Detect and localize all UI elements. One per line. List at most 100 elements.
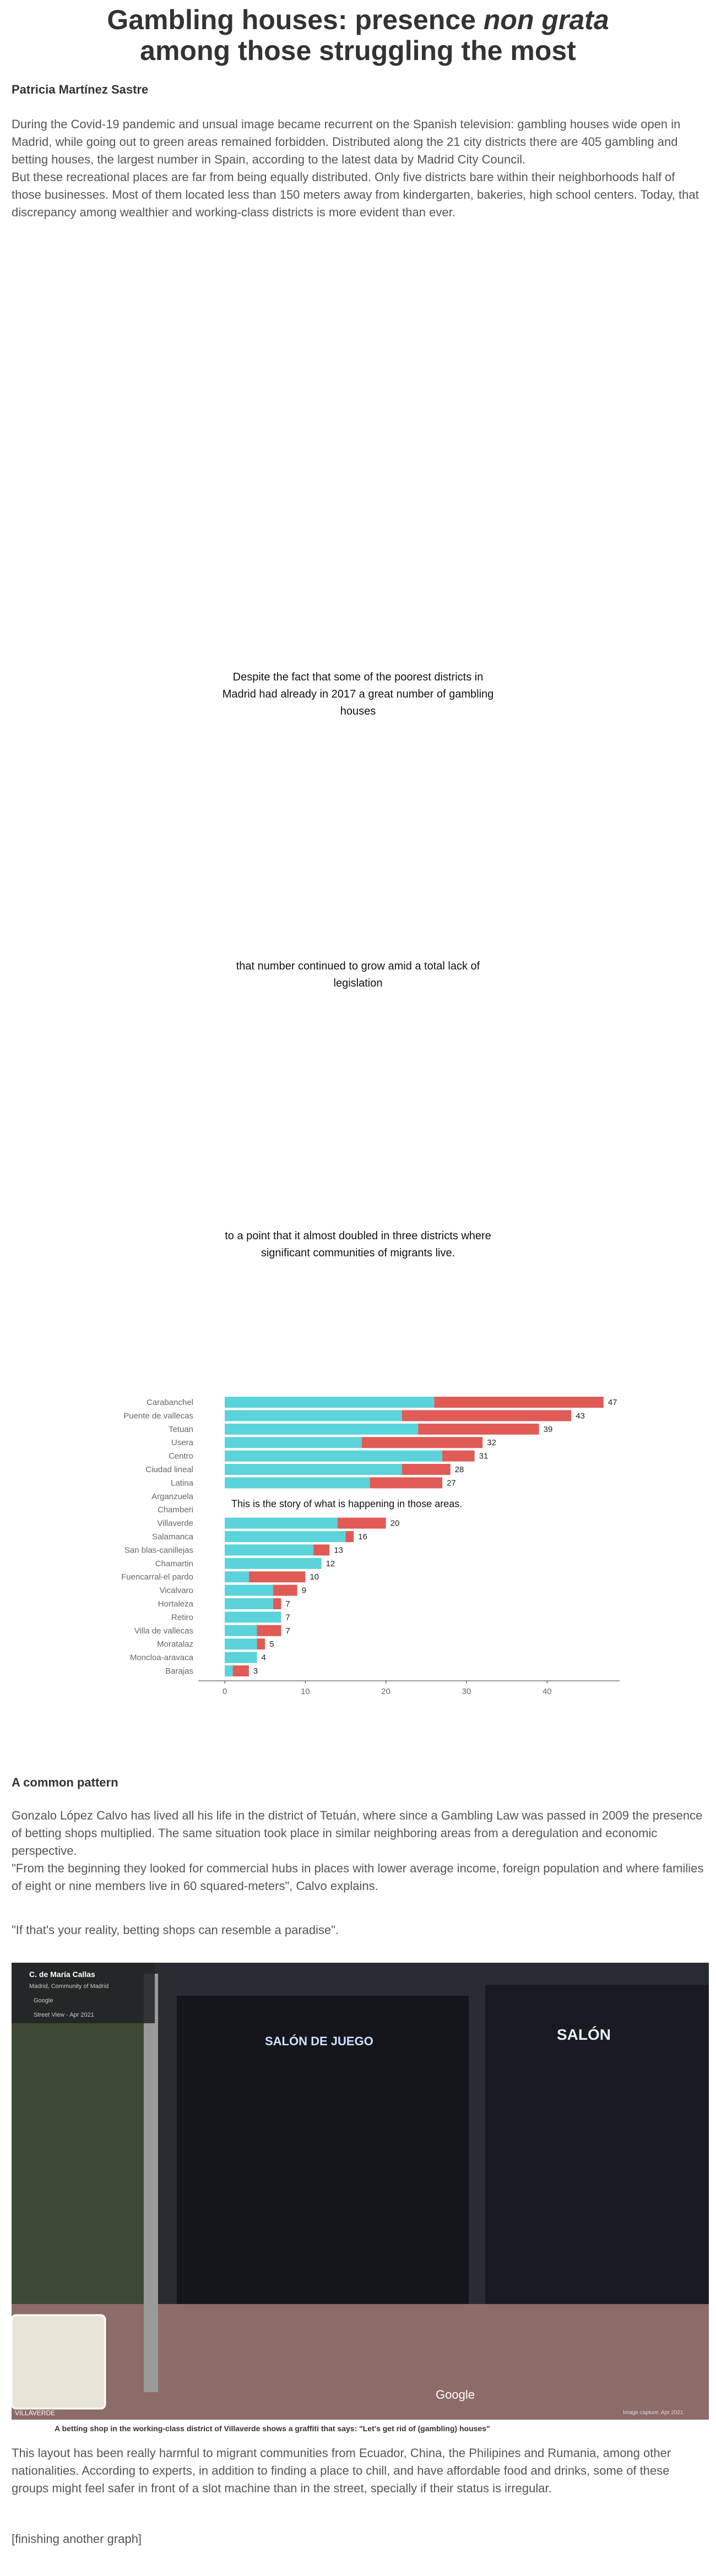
x-tick-label: 10 xyxy=(301,1687,310,1696)
bar xyxy=(273,1584,297,1596)
bar xyxy=(225,1531,346,1542)
bar xyxy=(225,1638,257,1650)
bar xyxy=(418,1423,539,1435)
total-label: 7 xyxy=(285,1599,290,1609)
category-label: Chamberi xyxy=(158,1505,193,1515)
total-label: 28 xyxy=(455,1465,464,1474)
total-label: 13 xyxy=(334,1545,343,1555)
category-label: Hortaleza xyxy=(158,1599,194,1609)
annotation-box xyxy=(226,1495,611,1512)
bar xyxy=(225,1584,273,1596)
category-label: Retiro xyxy=(171,1613,193,1622)
bar xyxy=(225,1517,338,1529)
category-label: Latina xyxy=(171,1478,194,1488)
bar xyxy=(225,1477,370,1489)
total-label: 47 xyxy=(608,1398,617,1407)
total-label: 16 xyxy=(358,1532,367,1542)
total-label: 39 xyxy=(544,1425,553,1434)
category-label: Carabanchel xyxy=(147,1398,193,1407)
bar xyxy=(232,1665,249,1676)
bar xyxy=(225,1410,402,1422)
bar xyxy=(337,1517,386,1529)
total-label: 12 xyxy=(326,1559,335,1569)
total-label: 5 xyxy=(269,1640,274,1649)
category-label: Vicalvaro xyxy=(160,1586,193,1595)
paragraph: Gonzalo López Calvo has lived all his li… xyxy=(12,1809,703,1858)
category-label: Puente de vallecas xyxy=(123,1411,193,1420)
bar xyxy=(225,1611,281,1623)
bar xyxy=(225,1544,313,1556)
title-em: non grata xyxy=(483,4,609,35)
photo: C. de María Callas Madrid, Community of … xyxy=(12,1963,709,2420)
bar xyxy=(225,1598,273,1609)
bar xyxy=(257,1625,281,1636)
photo-label: Google xyxy=(34,1997,53,2004)
x-tick-label: 40 xyxy=(543,1687,552,1696)
total-label: 32 xyxy=(487,1438,496,1447)
section-heading: A common pattern xyxy=(12,1776,118,1789)
bar xyxy=(225,1665,233,1676)
paragraph: [finishing another graph] xyxy=(12,2532,142,2546)
total-label: 31 xyxy=(479,1452,489,1461)
total-label: 4 xyxy=(262,1653,266,1663)
sign: SALÓN xyxy=(557,2026,611,2043)
bar xyxy=(361,1437,483,1448)
bar xyxy=(225,1557,322,1569)
x-tick-label: 0 xyxy=(223,1687,227,1696)
paragraph: This layout has been really harmful to m… xyxy=(12,2446,671,2495)
total-label: 10 xyxy=(310,1572,319,1582)
paragraph: But these recreational places are far fr… xyxy=(12,170,699,219)
category-label: Usera xyxy=(171,1438,194,1447)
category-label: Tetuan xyxy=(169,1425,193,1434)
category-label: Centro xyxy=(169,1452,193,1461)
category-label: San blas-canillejas xyxy=(124,1545,193,1555)
photo-label: Image capture: Apr 2021 xyxy=(623,2410,684,2416)
bar xyxy=(370,1477,443,1489)
step-text: Despite the fact that some of the poores… xyxy=(222,671,494,717)
bar xyxy=(442,1450,475,1462)
category-label: Moratalaz xyxy=(157,1640,193,1649)
bar xyxy=(313,1544,330,1556)
x-tick-label: 30 xyxy=(462,1687,471,1696)
total-label: 43 xyxy=(576,1411,585,1420)
total-label: 7 xyxy=(285,1626,290,1636)
bar xyxy=(225,1625,257,1636)
step-text: that number continued to grow amid a tot… xyxy=(236,960,480,989)
bar xyxy=(434,1397,604,1408)
bar xyxy=(273,1598,281,1609)
bar xyxy=(225,1464,402,1475)
total-label: 27 xyxy=(447,1478,456,1488)
total-label: 20 xyxy=(390,1519,400,1528)
bar xyxy=(402,1410,572,1422)
title-text: Gambling houses: presence xyxy=(107,4,484,35)
category-label: Ciudad lineal xyxy=(145,1465,193,1474)
bar xyxy=(248,1571,306,1583)
photo-label: Madrid, Community of Madrid xyxy=(29,1983,109,1990)
title: Gambling houses: presence non grata among… xyxy=(0,4,716,66)
bar xyxy=(345,1531,354,1542)
category-label: Villa de vallecas xyxy=(134,1626,193,1636)
paragraph: "From the beginning they looked for comm… xyxy=(12,1861,704,1893)
annotation: This is the story of what is happening i… xyxy=(231,1498,462,1509)
bar xyxy=(225,1450,443,1462)
photo-label: Street View - Apr 2021 xyxy=(34,2012,94,2018)
bar xyxy=(257,1638,265,1650)
category-label: Arganzuela xyxy=(151,1492,194,1501)
sign: SALÓN DE JUEGO xyxy=(265,2034,373,2048)
category-label: Chamartin xyxy=(155,1559,193,1569)
bar xyxy=(225,1397,435,1408)
category-label: Salamanca xyxy=(152,1532,194,1542)
bar xyxy=(402,1464,451,1475)
caption: A betting shop in the working-class dist… xyxy=(55,2424,490,2433)
total-label: 3 xyxy=(253,1666,258,1676)
total-label: 9 xyxy=(302,1586,306,1595)
category-label: Villaverde xyxy=(157,1519,193,1528)
title-text: among those struggling the most xyxy=(140,35,576,66)
category-label: Barajas xyxy=(165,1666,193,1676)
bar xyxy=(225,1437,362,1448)
bar xyxy=(225,1571,249,1583)
bar xyxy=(225,1652,257,1663)
photo-label: VILLAVERDE xyxy=(15,2409,55,2417)
